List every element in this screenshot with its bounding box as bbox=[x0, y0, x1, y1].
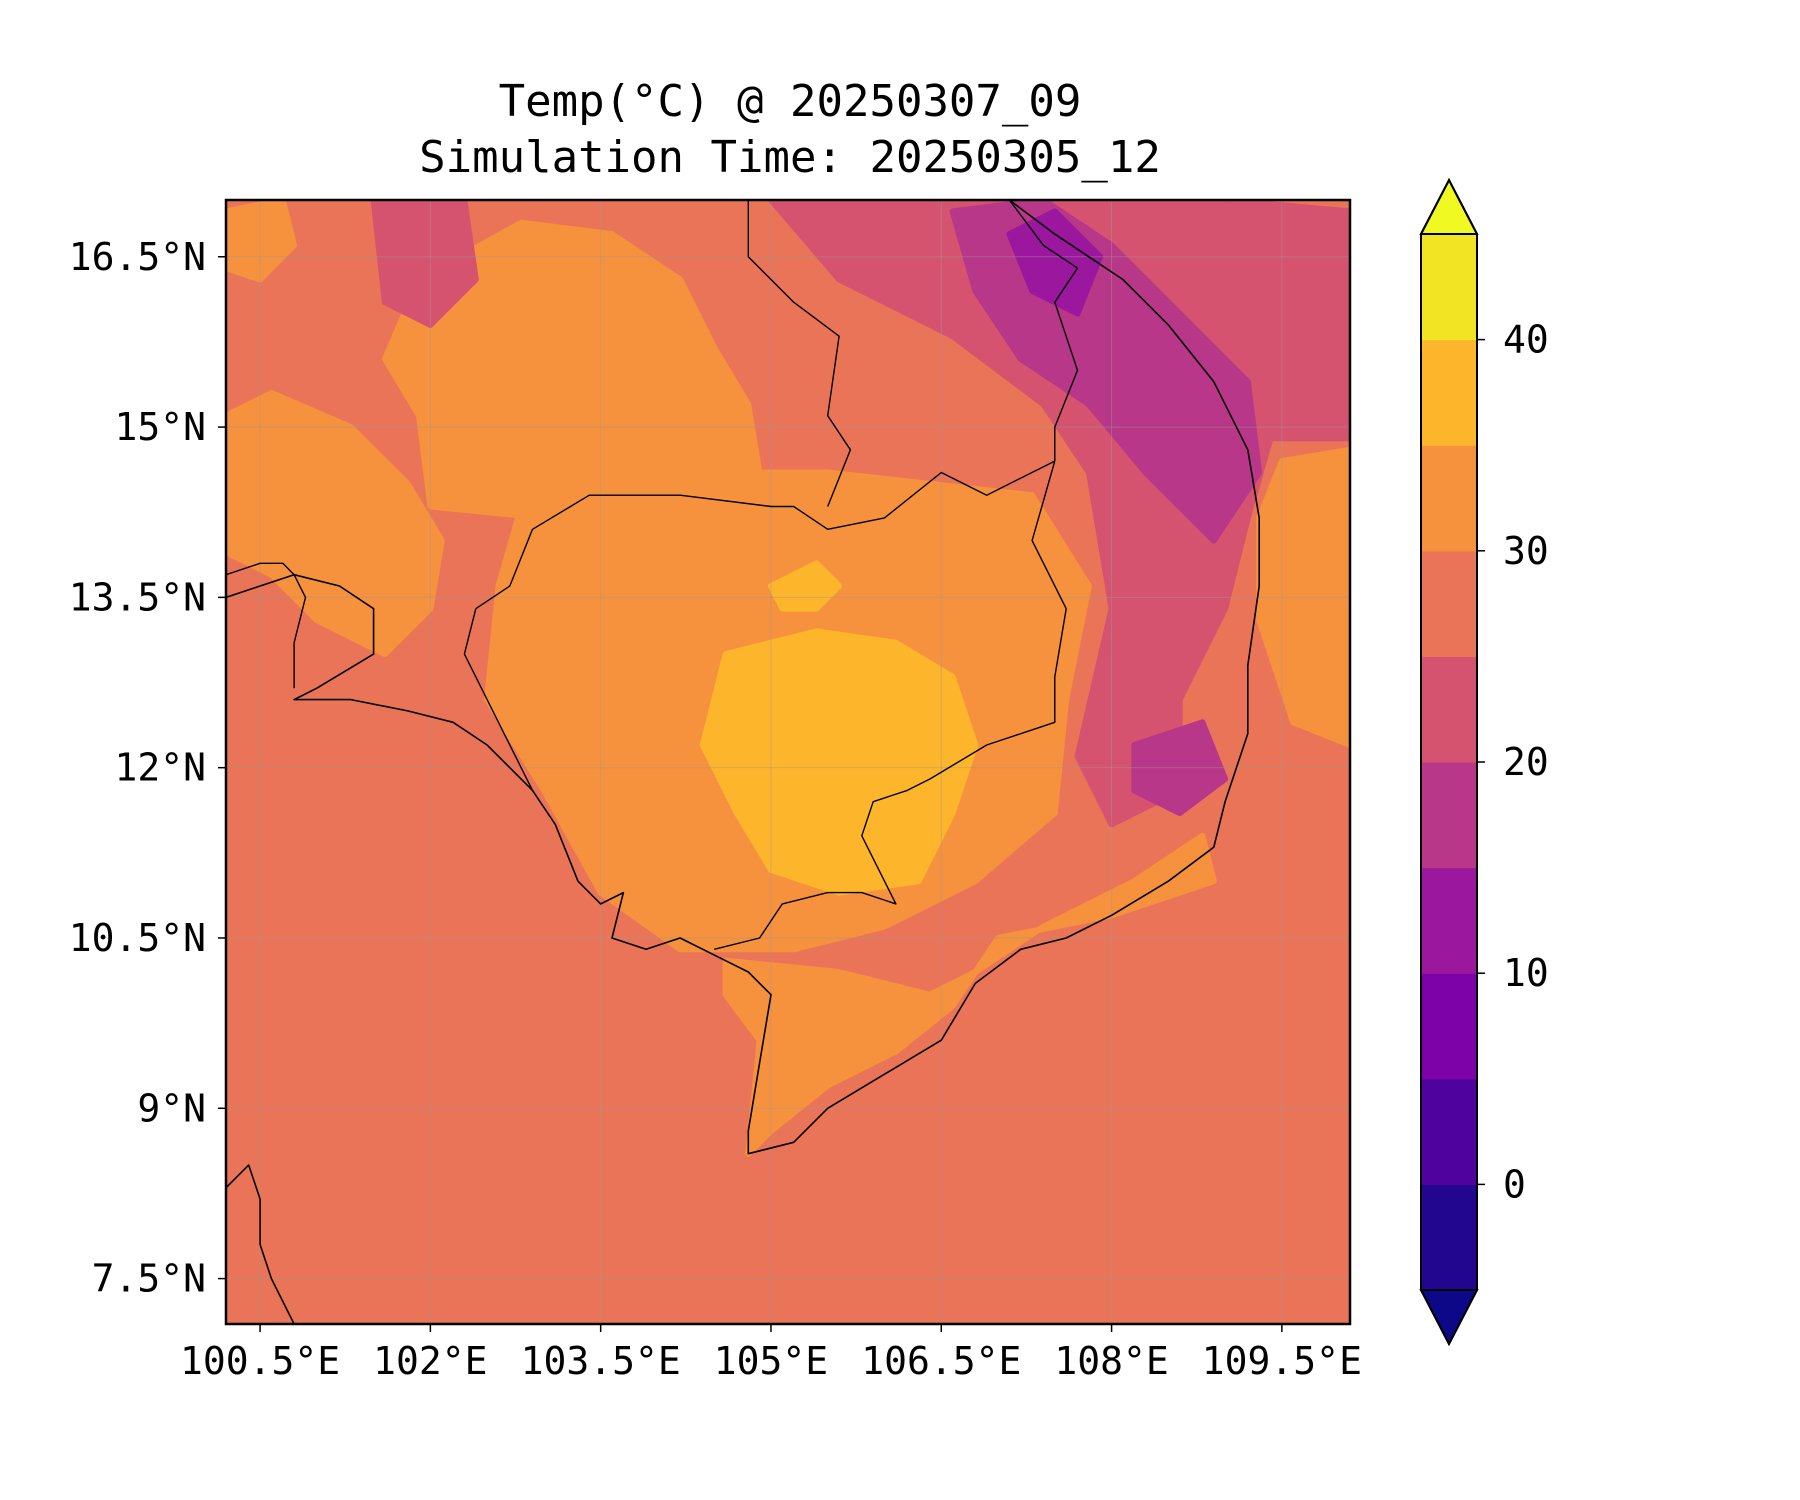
lat-tick-label-0: 16.5°N bbox=[69, 235, 206, 279]
colorbar-tick-label-1: 30 bbox=[1503, 529, 1549, 573]
title-line-2: Simulation Time: 20250305_12 bbox=[419, 132, 1161, 183]
contour-region-thailand-nw-corner-warm bbox=[226, 200, 298, 283]
colorbar-segment-1 bbox=[1421, 1078, 1477, 1185]
lat-tick-label-3: 12°N bbox=[114, 746, 206, 790]
contour-region-thailand-west-warm bbox=[226, 390, 445, 658]
lon-tick-label-3: 105°E bbox=[714, 1339, 828, 1383]
map-gridlines bbox=[226, 200, 1350, 1324]
colorbar-segment-6 bbox=[1421, 550, 1477, 657]
contour-region-thailand-north-cool bbox=[370, 200, 479, 328]
colorbar-segment-9 bbox=[1421, 234, 1477, 341]
contour-region-thailand-plateau-warm bbox=[381, 219, 763, 521]
country-border-3 bbox=[714, 460, 1067, 950]
colorbar-outline bbox=[1420, 177, 1478, 1347]
colorbar-segment-5 bbox=[1421, 656, 1477, 763]
coastline-malay-peninsula bbox=[226, 1164, 295, 1324]
temperature-contour-regions bbox=[226, 200, 1350, 1157]
colorbar: 40 30 20 10 0 bbox=[1419, 177, 1549, 1347]
colorbar-segment-0 bbox=[1421, 1184, 1477, 1291]
contour-region-highland-coldest bbox=[1006, 208, 1104, 317]
colorbar-tick-label-0: 40 bbox=[1503, 318, 1549, 362]
colorbar-segment-2 bbox=[1421, 973, 1477, 1080]
coastline-gulf-and-vietnam bbox=[226, 200, 1260, 1155]
lon-tick-label-5: 108°E bbox=[1054, 1339, 1168, 1383]
country-border-4 bbox=[1008, 200, 1079, 462]
contour-region-cambodia-hot-north bbox=[768, 560, 843, 612]
colorbar-segment-8 bbox=[1421, 339, 1477, 446]
lat-tick-label-2: 13.5°N bbox=[69, 575, 206, 619]
colorbar-segment-3 bbox=[1421, 867, 1477, 974]
country-border-5 bbox=[463, 608, 534, 791]
contour-region-dalat-highland-cold bbox=[1131, 719, 1229, 817]
lon-tick-label-6: 109.5°E bbox=[1202, 1339, 1362, 1383]
colorbar-segment-4 bbox=[1421, 762, 1477, 869]
longitude-ticks: 100.5°E 102°E 103.5°E 105°E 106.5°E 108°E 109.… bbox=[180, 1324, 1362, 1383]
contour-region-mekong-delta-warm bbox=[722, 832, 1217, 1157]
latitude-ticks: 16.5°N 15°N 13.5°N 12°N 10.5°N 9°N 7.5°N bbox=[69, 235, 226, 1301]
colorbar-segment-7 bbox=[1421, 445, 1477, 552]
colorbar-tick-label-2: 20 bbox=[1503, 740, 1549, 784]
title-line-1: Temp(°C) @ 20250307_09 bbox=[499, 76, 1082, 127]
country-border-1 bbox=[475, 460, 1056, 610]
contour-region-cambodia-hot-core bbox=[699, 628, 979, 896]
colorbar-tick-label-3: 10 bbox=[1503, 951, 1549, 995]
map-plot-area bbox=[224, 198, 1352, 1326]
country-border-0 bbox=[226, 562, 307, 689]
lat-tick-label-6: 7.5°N bbox=[92, 1257, 206, 1301]
country-border-2 bbox=[747, 200, 852, 507]
lon-tick-label-2: 103.5°E bbox=[521, 1339, 681, 1383]
lat-tick-label-1: 15°N bbox=[114, 405, 206, 449]
lon-tick-label-4: 106.5°E bbox=[861, 1339, 1021, 1383]
map-frame bbox=[224, 198, 1352, 1326]
lat-tick-label-4: 10.5°N bbox=[69, 916, 206, 960]
lon-tick-label-0: 100.5°E bbox=[180, 1339, 340, 1383]
lat-tick-label-5: 9°N bbox=[137, 1086, 206, 1130]
lon-tick-label-1: 102°E bbox=[373, 1339, 487, 1383]
colorbar-tick-label-4: 0 bbox=[1503, 1162, 1526, 1206]
coastlines-and-borders bbox=[226, 200, 1260, 1324]
